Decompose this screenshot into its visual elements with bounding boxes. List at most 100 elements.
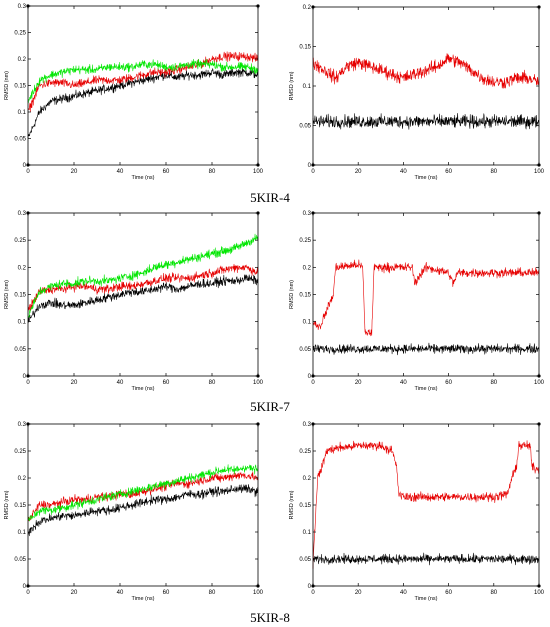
x-tick-label: 20 (71, 380, 78, 386)
y-tick-label: 0.15 (299, 503, 311, 509)
x-tick-label: 0 (311, 169, 315, 175)
y-axis-label: RMSD (nm) (289, 490, 295, 519)
corner-dot (26, 584, 30, 588)
rmsd-chart-5: 0 20 40 60 80 100 0 0.05 0.1 0.15 0.2 0.25 0.3 Time (… (4, 422, 264, 602)
x-axis-label: Time (ns) (131, 386, 154, 392)
y-tick-label: 0.1 (18, 530, 27, 536)
y-tick-label: 0.1 (303, 530, 312, 536)
y-tick-label: 0.2 (303, 5, 312, 11)
x-tick-label: 40 (400, 590, 407, 596)
x-tick-label: 60 (445, 169, 452, 175)
series-line-black (312, 113, 540, 130)
x-tick-label: 100 (534, 380, 545, 386)
corner-dot (26, 163, 30, 167)
y-tick-label: 0.05 (299, 124, 311, 130)
x-tick-label: 0 (311, 590, 315, 596)
corner-dot (537, 584, 541, 588)
figure-caption: 5KIR-4 (250, 190, 290, 205)
x-tick-label: 80 (209, 380, 216, 386)
y-tick-label: 0.3 (18, 211, 27, 217)
series-line-green (27, 464, 259, 522)
corner-dot (311, 211, 315, 215)
y-tick-label: 0 (308, 584, 312, 590)
corner-dot (537, 5, 541, 9)
series-line-red (27, 471, 259, 522)
rmsd-chart-2: 0 20 40 60 80 100 0 0.05 0.1 0.15 0.2 Time (ns) RMSD… (289, 5, 545, 181)
x-tick-label: 0 (26, 169, 30, 175)
x-tick-label: 0 (26, 380, 30, 386)
plot-frame (27, 423, 259, 587)
corner-dot (311, 163, 315, 167)
series-line-red (27, 51, 259, 113)
corner-dot (26, 4, 30, 8)
y-tick-label: 0.3 (303, 422, 312, 428)
series-line-black (312, 342, 540, 356)
y-tick-label: 0.05 (14, 557, 26, 563)
y-axis-label: RMSD (nm) (4, 71, 10, 100)
series-line-red (312, 259, 540, 337)
series-line-red (312, 440, 540, 569)
y-tick-label: 0.25 (14, 31, 26, 37)
x-axis-label: Time (ns) (414, 386, 437, 392)
series-line-black (27, 484, 259, 537)
x-tick-label: 100 (253, 590, 264, 596)
x-tick-label: 20 (71, 169, 78, 175)
corner-dot (537, 422, 541, 426)
corner-dot (256, 374, 260, 378)
x-tick-label: 20 (71, 590, 78, 596)
x-tick-label: 60 (445, 380, 452, 386)
y-tick-label: 0.1 (18, 110, 27, 116)
corner-dot (537, 374, 541, 378)
figure-caption: 5KIR-8 (250, 610, 290, 625)
y-tick-label: 0.15 (299, 293, 311, 299)
y-tick-label: 0.1 (303, 320, 312, 326)
y-tick-label: 0.2 (18, 476, 27, 482)
y-tick-label: 0.3 (18, 4, 27, 10)
y-tick-label: 0.1 (303, 84, 312, 90)
x-tick-label: 0 (311, 380, 315, 386)
corner-dot (256, 4, 260, 8)
x-tick-label: 40 (117, 169, 124, 175)
y-tick-label: 0.1 (18, 320, 27, 326)
corner-dot (311, 374, 315, 378)
y-tick-label: 0.15 (14, 503, 26, 509)
x-tick-label: 60 (163, 380, 170, 386)
y-tick-label: 0.2 (303, 265, 312, 271)
series-line-black (27, 274, 259, 324)
corner-dot (256, 163, 260, 167)
x-tick-label: 40 (117, 380, 124, 386)
figure-caption: 5KIR-7 (250, 399, 290, 414)
x-tick-label: 80 (209, 590, 216, 596)
x-tick-label: 40 (117, 590, 124, 596)
y-tick-label: 0.2 (18, 57, 27, 63)
y-tick-label: 0.25 (299, 449, 311, 455)
x-tick-label: 60 (445, 590, 452, 596)
y-axis-label: RMSD (nm) (289, 280, 295, 309)
y-tick-label: 0.25 (14, 238, 26, 244)
y-tick-label: 0 (23, 584, 27, 590)
corner-dot (26, 422, 30, 426)
series-line-red (312, 53, 540, 89)
series-line-black (27, 67, 259, 139)
rmsd-chart-4: 0 20 40 60 80 100 0 0.05 0.1 0.15 0.2 0.25 0.3 Time (… (289, 211, 545, 392)
corner-dot (311, 5, 315, 9)
x-tick-label: 40 (400, 169, 407, 175)
corner-dot (537, 163, 541, 167)
corner-dot (26, 374, 30, 378)
x-tick-label: 100 (534, 169, 545, 175)
corner-dot (256, 211, 260, 215)
rmsd-chart-6: 0 20 40 60 80 100 0 0.05 0.1 0.15 0.2 0.25 0.3 Time (… (289, 422, 545, 602)
corner-dot (256, 422, 260, 426)
x-axis-label: Time (ns) (414, 596, 437, 602)
y-tick-label: 0.15 (14, 293, 26, 299)
plot-frame (27, 5, 259, 166)
plot-frame (312, 212, 540, 377)
y-tick-label: 0.3 (18, 422, 27, 428)
y-tick-label: 0.2 (303, 476, 312, 482)
y-tick-label: 0.3 (303, 211, 312, 217)
x-tick-label: 80 (490, 380, 497, 386)
y-tick-label: 0.2 (18, 265, 27, 271)
x-tick-label: 20 (355, 380, 362, 386)
x-axis-label: Time (ns) (414, 175, 437, 181)
